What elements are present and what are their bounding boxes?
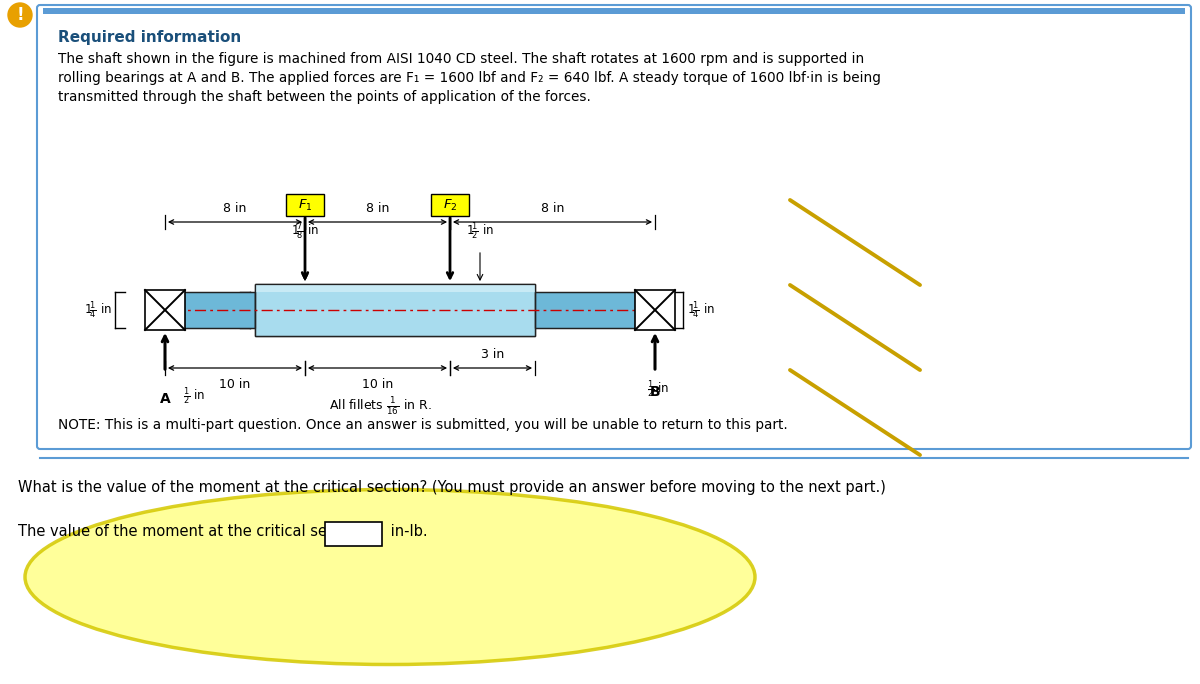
- Text: 8 in: 8 in: [366, 202, 389, 215]
- Text: 8 in: 8 in: [223, 202, 247, 215]
- Text: $\frac{1}{2}$ in: $\frac{1}{2}$ in: [182, 385, 205, 407]
- Text: The value of the moment at the critical section is: The value of the moment at the critical …: [18, 524, 379, 539]
- Polygon shape: [535, 292, 655, 328]
- Polygon shape: [145, 290, 185, 330]
- Text: $1\!\frac{1}{4}$ in: $1\!\frac{1}{4}$ in: [686, 299, 715, 321]
- Text: All fillets $\frac{1}{16}$ in R.: All fillets $\frac{1}{16}$ in R.: [329, 395, 431, 417]
- Polygon shape: [166, 292, 256, 328]
- Polygon shape: [635, 290, 674, 330]
- Text: $1\!\frac{7}{8}$ in: $1\!\frac{7}{8}$ in: [292, 220, 319, 242]
- FancyBboxPatch shape: [286, 194, 324, 216]
- Circle shape: [8, 3, 32, 27]
- Text: $1\!\frac{1}{2}$ in: $1\!\frac{1}{2}$ in: [466, 220, 494, 242]
- Text: 10 in: 10 in: [220, 378, 251, 391]
- Ellipse shape: [25, 490, 755, 664]
- Polygon shape: [256, 284, 535, 292]
- Text: !: !: [16, 6, 24, 24]
- Text: 3 in: 3 in: [481, 347, 504, 360]
- Text: $F_2$: $F_2$: [443, 198, 457, 213]
- Text: $\frac{1}{2}$ in: $\frac{1}{2}$ in: [647, 378, 670, 399]
- Text: A: A: [160, 392, 170, 406]
- Text: $1\!\frac{1}{4}$ in: $1\!\frac{1}{4}$ in: [84, 299, 112, 321]
- Polygon shape: [256, 284, 535, 336]
- Text: What is the value of the moment at the critical section? (You must provide an an: What is the value of the moment at the c…: [18, 480, 886, 495]
- Text: 8 in: 8 in: [541, 202, 564, 215]
- Text: B: B: [649, 385, 660, 399]
- FancyBboxPatch shape: [431, 194, 469, 216]
- Text: in-lb.: in-lb.: [386, 524, 427, 539]
- FancyBboxPatch shape: [325, 522, 382, 546]
- Text: rolling bearings at A and B. The applied forces are F₁ = 1600 lbf and F₂ = 640 l: rolling bearings at A and B. The applied…: [58, 71, 881, 85]
- Text: transmitted through the shaft between the points of application of the forces.: transmitted through the shaft between th…: [58, 90, 590, 104]
- Text: $F_1$: $F_1$: [298, 198, 312, 213]
- Polygon shape: [43, 8, 1186, 14]
- Polygon shape: [256, 284, 535, 336]
- FancyBboxPatch shape: [37, 5, 1190, 449]
- Text: Required information: Required information: [58, 30, 241, 45]
- Text: 10 in: 10 in: [362, 378, 394, 391]
- Text: The shaft shown in the figure is machined from AISI 1040 CD steel. The shaft rot: The shaft shown in the figure is machine…: [58, 52, 864, 66]
- Text: $1\!\frac{5}{8}$ in: $1\!\frac{5}{8}$ in: [257, 299, 284, 321]
- Text: NOTE: This is a multi-part question. Once an answer is submitted, you will be un: NOTE: This is a multi-part question. Onc…: [58, 418, 787, 432]
